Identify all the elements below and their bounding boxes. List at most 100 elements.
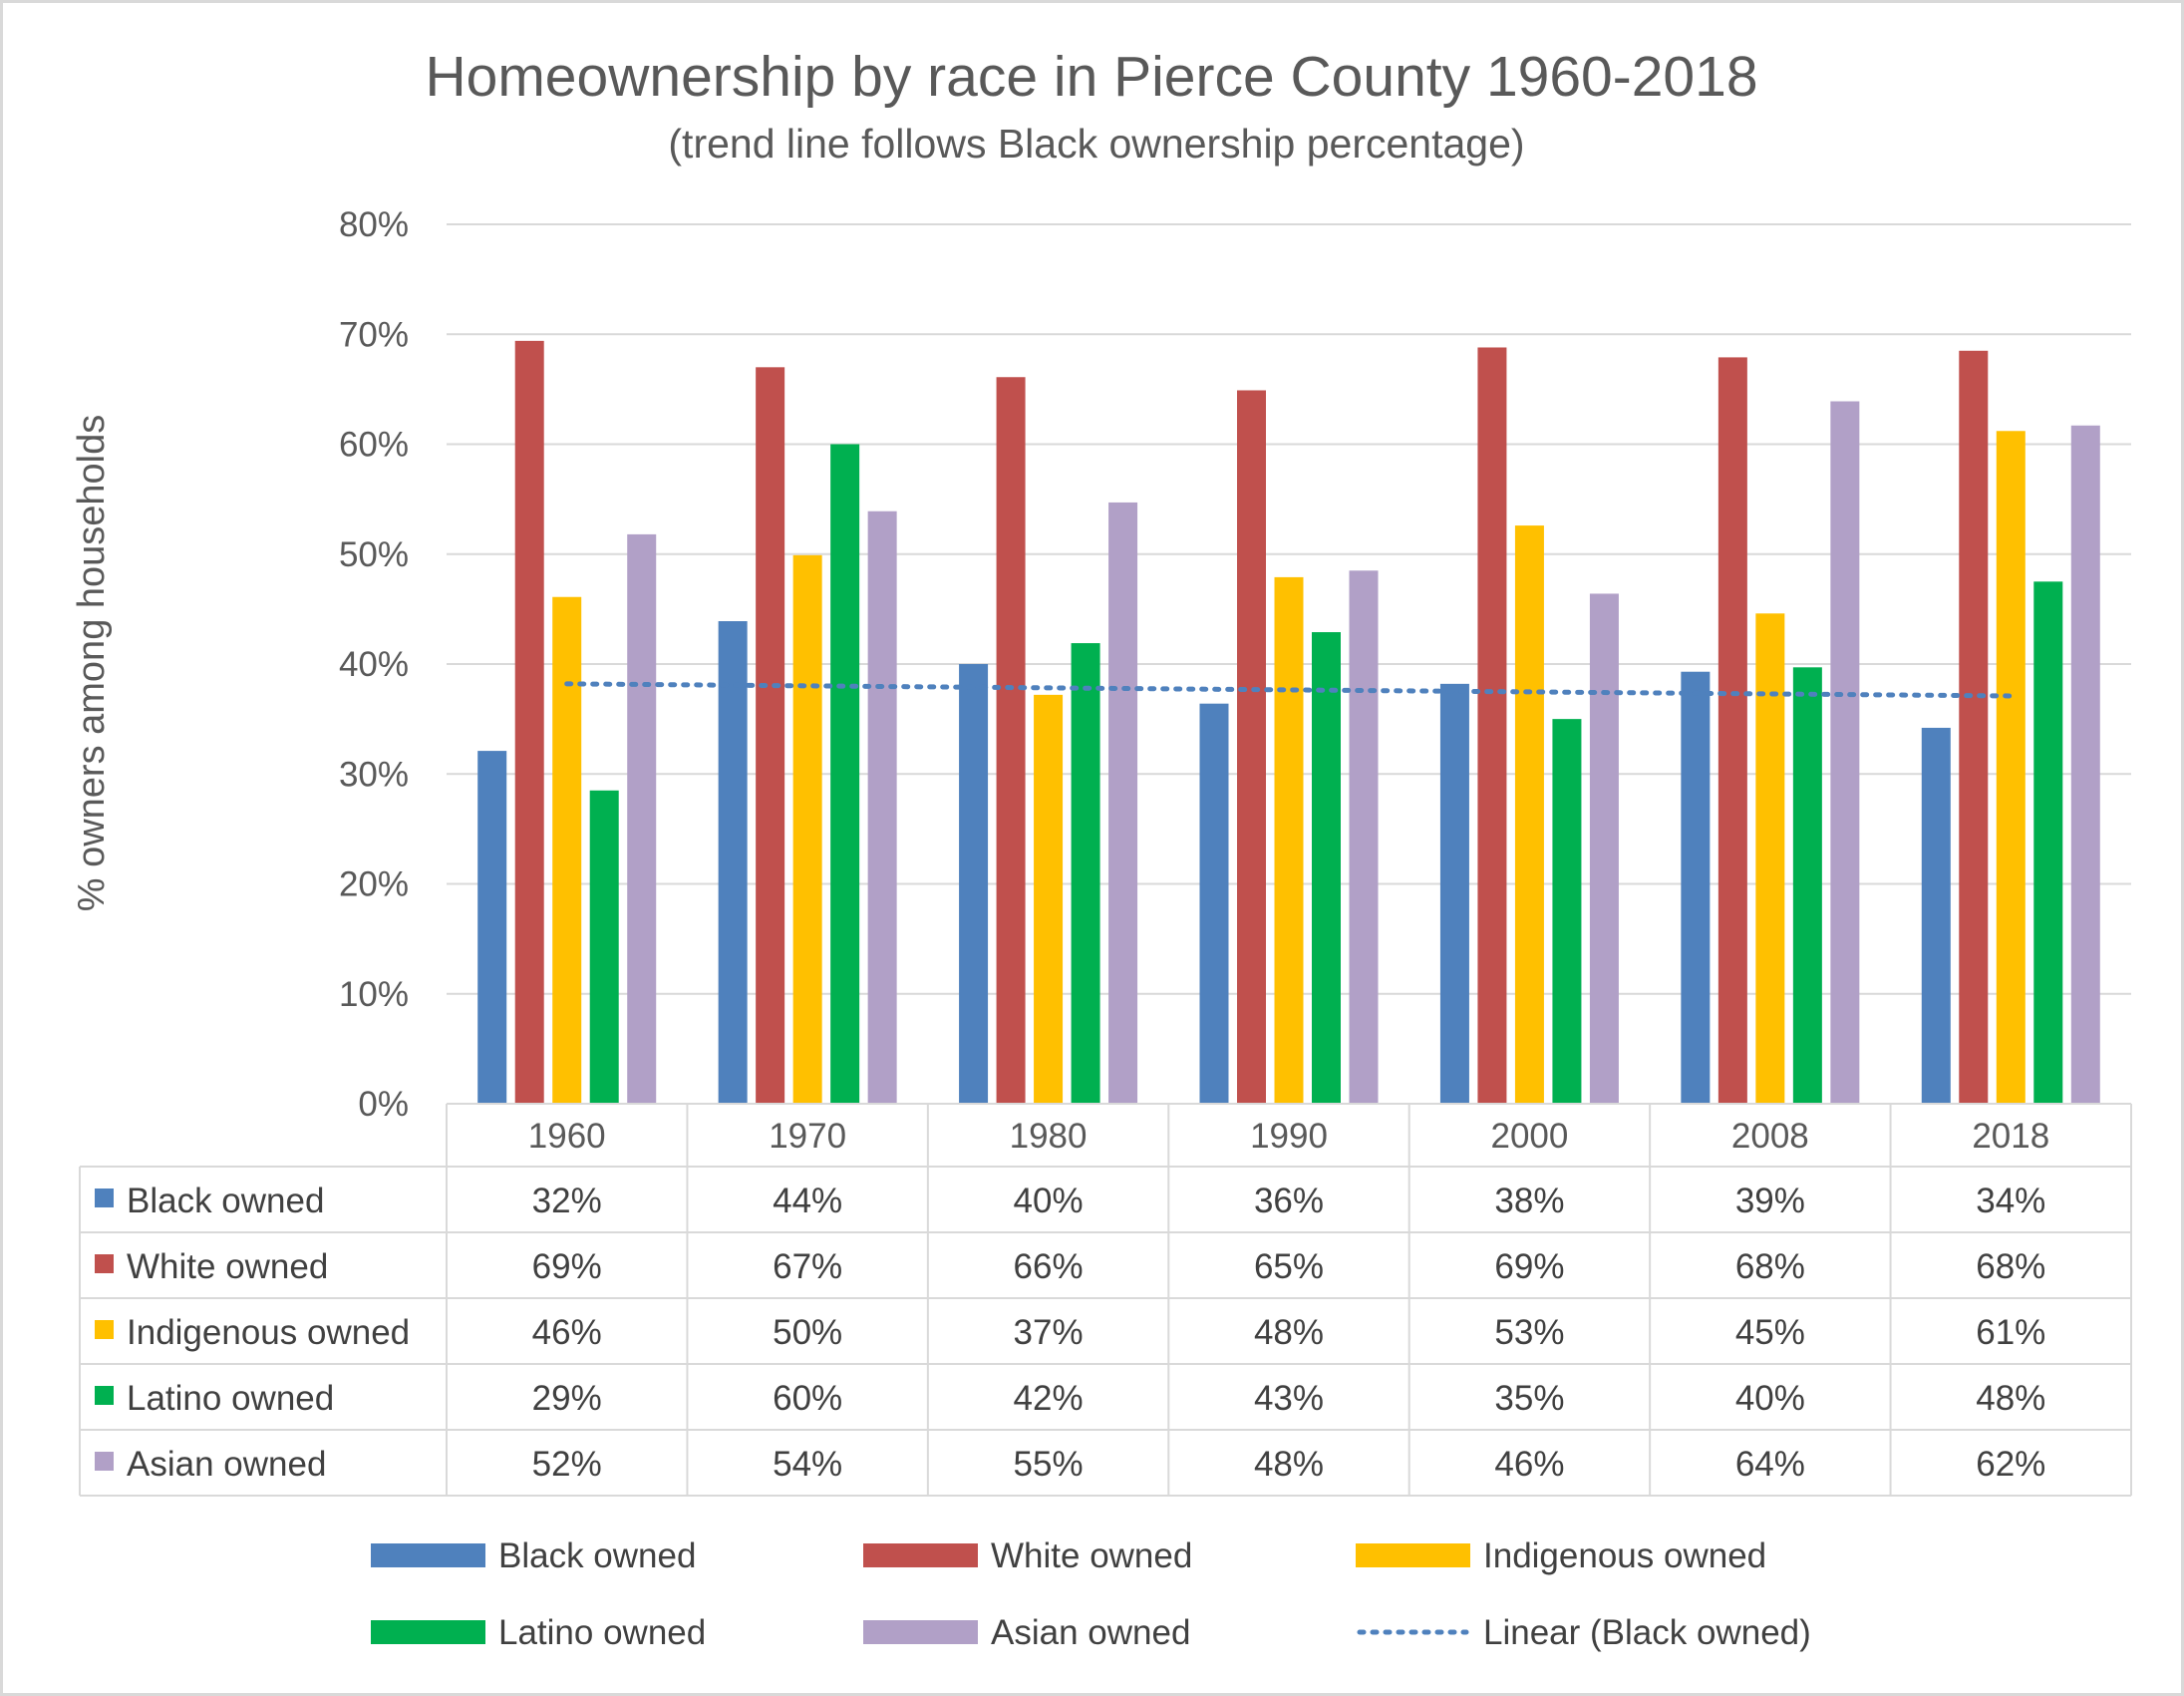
table-cell: 53% xyxy=(1494,1313,1564,1352)
table-cell: 40% xyxy=(1735,1379,1805,1418)
trendline-black-owned xyxy=(564,681,2014,699)
table-cell: 65% xyxy=(1254,1247,1324,1286)
table-cell: 69% xyxy=(532,1247,602,1286)
table-legend-key xyxy=(95,1320,114,1339)
table-legend-key xyxy=(95,1386,114,1405)
table-row-label: White owned xyxy=(127,1247,328,1286)
bar-indigenous-owned-1990 xyxy=(1274,576,1304,1104)
bar-indigenous-owned-1960 xyxy=(552,596,582,1104)
table-cell: 37% xyxy=(1014,1313,1084,1352)
bar-asian-owned-2000 xyxy=(1589,593,1619,1104)
table-row-label: Indigenous owned xyxy=(127,1313,410,1352)
table-cell: 61% xyxy=(1976,1313,2045,1352)
legend-label: Indigenous owned xyxy=(1483,1536,1766,1575)
x-tick-label: 1970 xyxy=(769,1117,846,1156)
bar-indigenous-owned-1970 xyxy=(792,554,822,1104)
x-tick-label: 1990 xyxy=(1250,1117,1328,1156)
bar-asian-owned-1960 xyxy=(627,533,657,1104)
bar-latino-owned-1970 xyxy=(830,444,860,1104)
y-tick-label: 30% xyxy=(339,755,409,794)
bar-white-owned-1960 xyxy=(514,340,544,1104)
table-cell: 34% xyxy=(1976,1182,2045,1220)
table-cell: 54% xyxy=(773,1445,842,1484)
table-cell: 42% xyxy=(1014,1379,1084,1418)
table-cell: 69% xyxy=(1494,1247,1564,1286)
table-cell: 40% xyxy=(1014,1182,1084,1220)
bar-asian-owned-1970 xyxy=(867,510,897,1104)
table-cell: 48% xyxy=(1254,1445,1324,1484)
table-legend-key xyxy=(95,1254,114,1273)
table-cell: 29% xyxy=(532,1379,602,1418)
bar-latino-owned-2000 xyxy=(1552,719,1582,1104)
bar-black-owned-2000 xyxy=(1439,683,1469,1104)
table-cell: 52% xyxy=(532,1445,602,1484)
bar-indigenous-owned-2008 xyxy=(1755,613,1785,1104)
table-cell: 62% xyxy=(1976,1445,2045,1484)
bar-white-owned-2008 xyxy=(1717,357,1747,1105)
bar-white-owned-2000 xyxy=(1477,347,1507,1105)
table-cell: 68% xyxy=(1735,1247,1805,1286)
y-tick-label: 0% xyxy=(358,1085,409,1124)
legend-key xyxy=(1356,1543,1470,1567)
bar-black-owned-1980 xyxy=(959,664,989,1104)
table-cell: 46% xyxy=(1494,1445,1564,1484)
legend-label: Asian owned xyxy=(991,1613,1190,1652)
legend-key xyxy=(371,1543,485,1567)
table-cell: 50% xyxy=(773,1313,842,1352)
bar-asian-owned-1990 xyxy=(1349,570,1379,1104)
bar-black-owned-2008 xyxy=(1681,671,1711,1104)
table-cell: 36% xyxy=(1254,1182,1324,1220)
legend-label: Black owned xyxy=(498,1536,696,1575)
table-cell: 55% xyxy=(1014,1445,1084,1484)
bar-latino-owned-2018 xyxy=(2033,581,2063,1104)
table-cell: 64% xyxy=(1735,1445,1805,1484)
x-tick-label: 1980 xyxy=(1010,1117,1088,1156)
table-cell: 67% xyxy=(773,1247,842,1286)
bar-black-owned-1970 xyxy=(718,621,748,1104)
x-tick-label: 2000 xyxy=(1490,1117,1568,1156)
table-cell: 44% xyxy=(773,1182,842,1220)
y-tick-label: 50% xyxy=(339,535,409,574)
bar-indigenous-owned-2000 xyxy=(1514,525,1544,1104)
table-row-label: Asian owned xyxy=(127,1445,326,1484)
table-legend-key xyxy=(95,1188,114,1207)
table-row-label: Black owned xyxy=(127,1182,324,1220)
bar-white-owned-2018 xyxy=(1959,350,1989,1105)
bars xyxy=(477,340,2100,1105)
y-tick-label: 60% xyxy=(339,426,409,465)
table-cell: 48% xyxy=(1254,1313,1324,1352)
bar-black-owned-1990 xyxy=(1199,703,1229,1104)
bar-asian-owned-2008 xyxy=(1830,401,1860,1104)
y-tick-label: 80% xyxy=(339,205,409,244)
bar-black-owned-2018 xyxy=(1921,727,1951,1104)
x-tick-label: 1960 xyxy=(528,1117,606,1156)
table-cell: 48% xyxy=(1976,1379,2045,1418)
table-cell: 39% xyxy=(1735,1182,1805,1220)
table-cell: 32% xyxy=(532,1182,602,1220)
legend-label: Latino owned xyxy=(498,1613,706,1652)
table-legend-key xyxy=(95,1452,114,1471)
table-cell: 68% xyxy=(1976,1247,2045,1286)
legend-label: White owned xyxy=(991,1536,1192,1575)
table-row-label: Latino owned xyxy=(127,1379,334,1418)
x-tick-label: 2008 xyxy=(1731,1117,1809,1156)
legend-key xyxy=(371,1620,485,1644)
table-cell: 35% xyxy=(1494,1379,1564,1418)
bar-indigenous-owned-2018 xyxy=(1996,431,2026,1104)
bar-white-owned-1990 xyxy=(1237,390,1266,1104)
y-tick-label: 40% xyxy=(339,645,409,684)
bar-latino-owned-1980 xyxy=(1071,643,1100,1104)
bar-latino-owned-2008 xyxy=(1792,667,1822,1104)
bar-indigenous-owned-1980 xyxy=(1034,694,1064,1104)
legend-key xyxy=(863,1543,978,1567)
legend-key xyxy=(863,1620,978,1644)
y-tick-label: 20% xyxy=(339,865,409,904)
bar-white-owned-1970 xyxy=(756,367,785,1104)
trendline xyxy=(564,681,2014,699)
bar-asian-owned-1980 xyxy=(1108,502,1138,1104)
y-axis-label: % owners among households xyxy=(71,415,113,912)
legend-label: Linear (Black owned) xyxy=(1483,1613,1811,1652)
bar-latino-owned-1990 xyxy=(1312,632,1341,1104)
